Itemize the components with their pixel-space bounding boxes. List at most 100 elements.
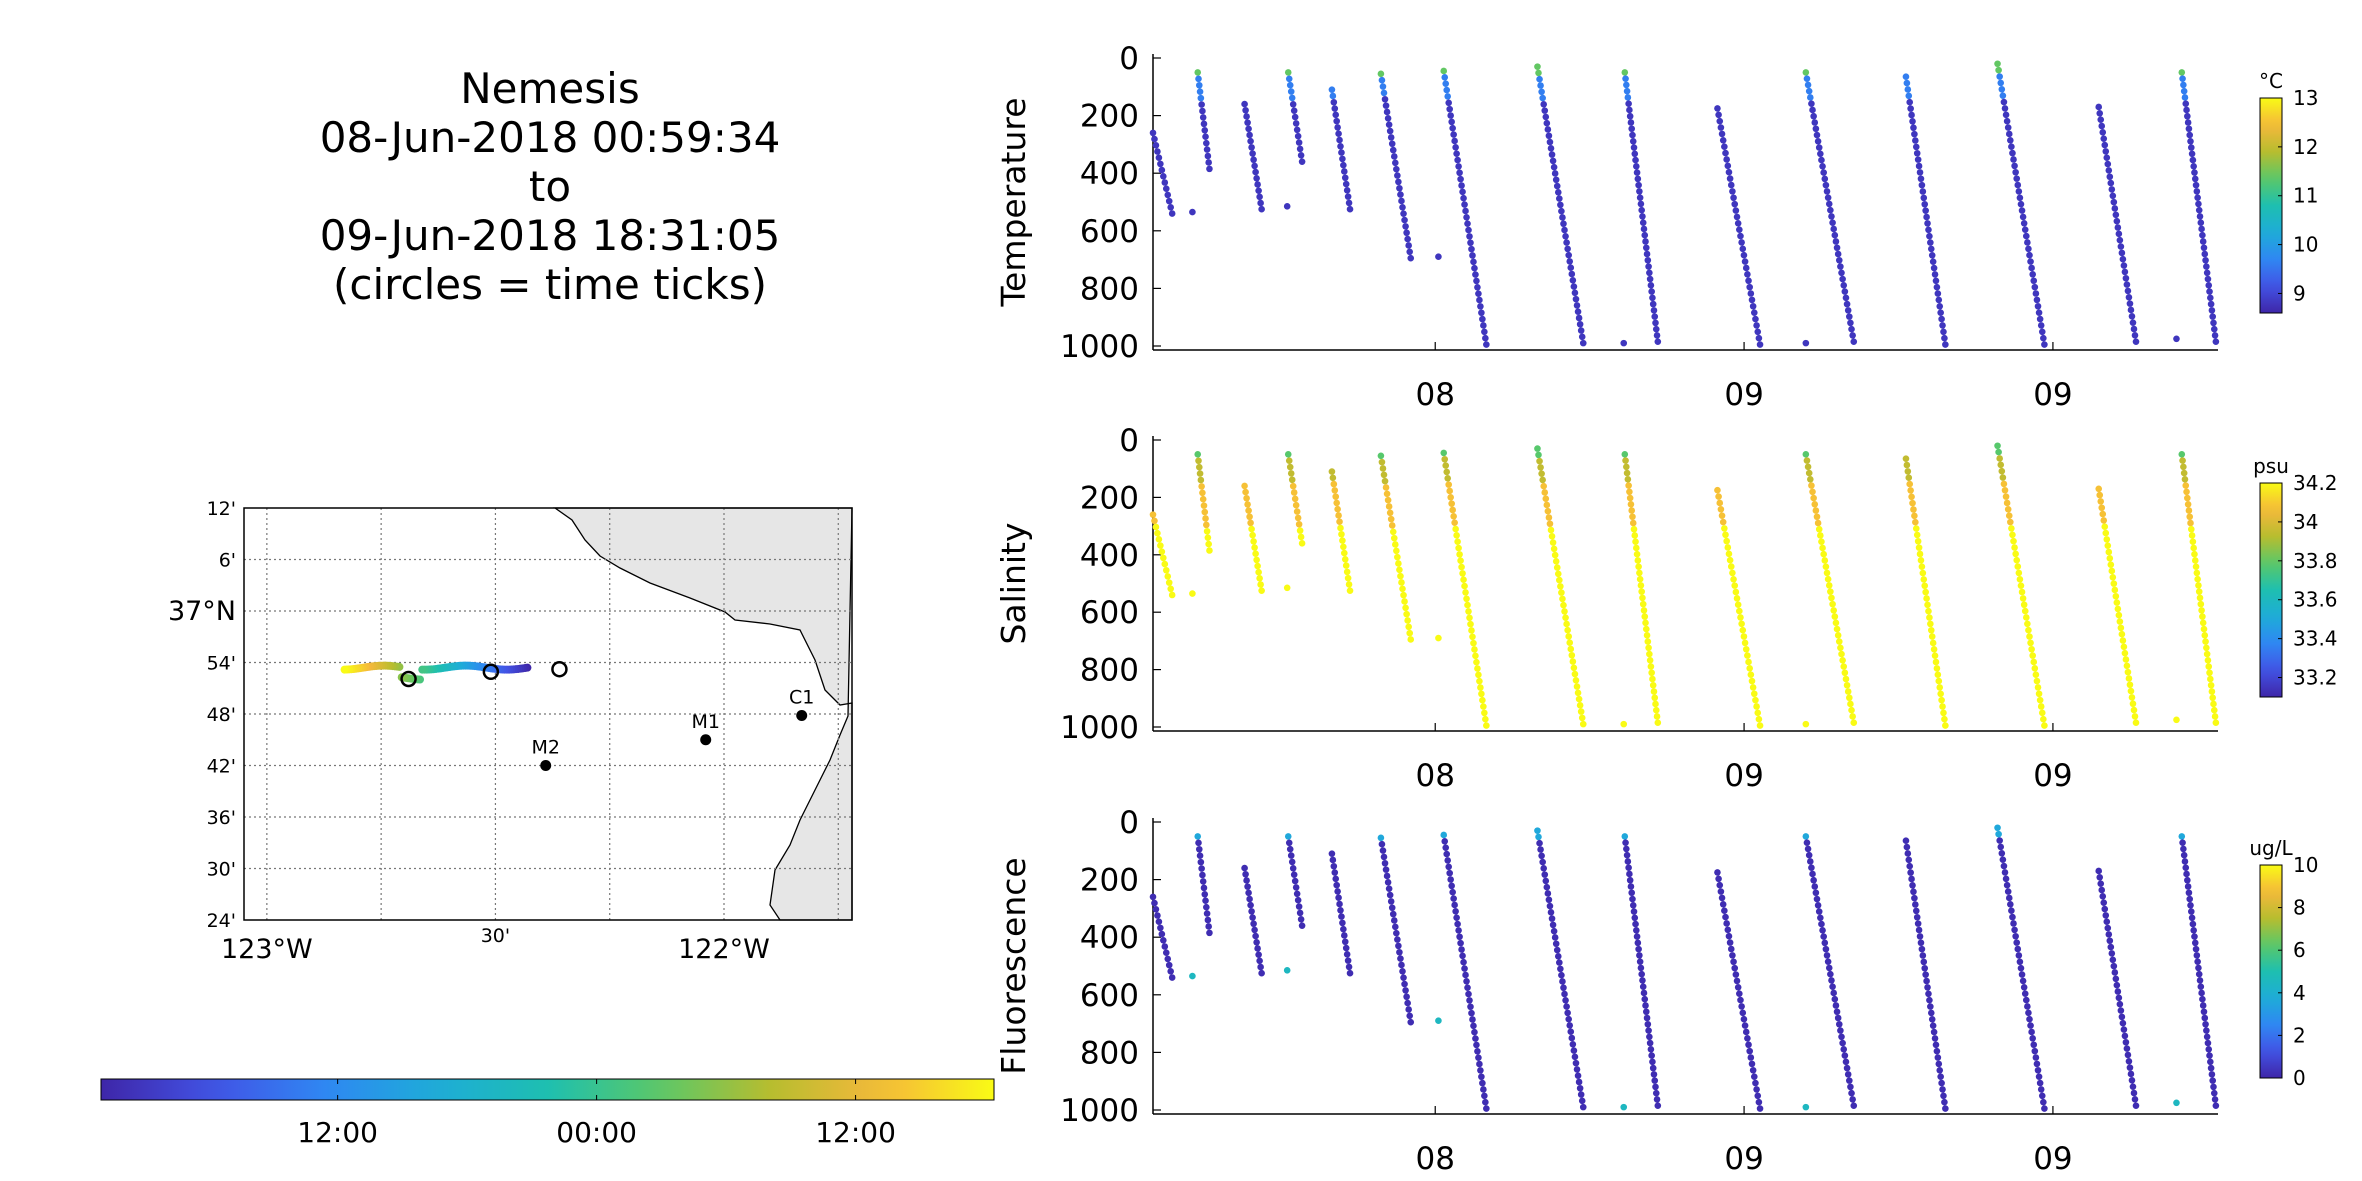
profile-point [1815, 908, 1823, 915]
profile-point [1554, 189, 1562, 196]
profile-point [2126, 1064, 2134, 1071]
profile-point [1245, 125, 1252, 133]
profile-point [1939, 1086, 1946, 1093]
profile-point [2192, 181, 2200, 189]
profile-point [1847, 700, 1854, 708]
profile-point [1849, 332, 1856, 339]
profile-point [1253, 556, 1260, 564]
profile-point [1470, 258, 1477, 266]
profile-point [1242, 870, 1249, 878]
profile-point [1621, 69, 1629, 76]
profile-point [1538, 88, 1545, 96]
profile-point [1395, 178, 1402, 186]
profile-point [1649, 300, 1657, 308]
profile-point [2132, 1102, 2140, 1109]
profile-point [2122, 1038, 2130, 1046]
profile-point [2103, 536, 2111, 543]
profile-point [1920, 576, 1928, 583]
profile-point [1167, 968, 1174, 975]
colorbar-tick-label: 6 [2293, 938, 2306, 962]
profile-point [1560, 984, 1567, 992]
profile-point [1542, 495, 1550, 503]
profile-point [1927, 245, 1935, 253]
profile-point [1466, 233, 1473, 240]
profile-point [1623, 845, 1630, 853]
profile-point [1917, 939, 1925, 947]
profile-point [1342, 944, 1350, 952]
profile-point [1830, 225, 1838, 233]
profile-point [2130, 1089, 2138, 1097]
profile-point [1474, 665, 1481, 672]
profile-point [2104, 160, 2112, 168]
profile-point [1243, 877, 1250, 884]
profile-point [1740, 1015, 1748, 1023]
profile-point [1401, 598, 1408, 605]
profile-point [1921, 200, 1929, 208]
profile-point [2107, 179, 2115, 187]
profile-point [1716, 881, 1724, 889]
profile-point [1474, 1047, 1481, 1055]
profile-point [2200, 1008, 2208, 1016]
profile-point [2110, 962, 2118, 970]
profile-point [1815, 525, 1823, 533]
profile-point [2117, 624, 2125, 632]
y-tick-label: 600 [1080, 978, 1139, 1014]
profile-point [2109, 956, 2117, 964]
profile-point [2017, 964, 2025, 972]
profile-point [1545, 132, 1553, 140]
profile-point [1541, 871, 1549, 878]
profile-point [1456, 933, 1463, 941]
profile-point [1245, 507, 1252, 514]
profile-point [2202, 256, 2209, 264]
profile-point [1401, 216, 1408, 224]
profile-point [2207, 1058, 2214, 1066]
profile-point [2114, 224, 2122, 231]
profile-point [1466, 997, 1473, 1004]
profile-point [1450, 513, 1457, 520]
profile-point [1251, 162, 1258, 170]
profile-point [2021, 990, 2029, 997]
y-tick-label: 0 [1119, 805, 1139, 841]
profile-point [2040, 1098, 2047, 1106]
profile-point [2034, 302, 2042, 310]
y-tick-label: 600 [1080, 214, 1139, 250]
y-tick-label: 800 [1080, 271, 1139, 307]
profile-point [2188, 908, 2195, 915]
profile-point [1445, 863, 1452, 871]
profile-point [1645, 644, 1652, 652]
profile-point [2191, 933, 2198, 940]
profile-point [2187, 519, 2194, 527]
profile-point [1551, 170, 1559, 177]
profile-point [1572, 676, 1580, 684]
profile-point [1911, 512, 1918, 520]
profile-point [1167, 585, 1174, 593]
profile-point [1558, 971, 1565, 979]
profile-point [1467, 239, 1474, 247]
profile-point [1737, 232, 1744, 240]
profile-point [1745, 277, 1752, 285]
profile-point [1633, 544, 1640, 552]
profile-point [1199, 489, 1206, 497]
profile-point [2210, 325, 2218, 333]
profile-point [1818, 156, 1825, 164]
profile-point [2041, 1105, 2048, 1112]
profile-point [2191, 169, 2198, 176]
profile-point [2007, 137, 2014, 144]
profile-point [1621, 451, 1629, 458]
profile-point [1649, 1064, 1657, 1072]
profile-point [2032, 1054, 2040, 1061]
profile-point [1396, 184, 1403, 192]
profile-point [1637, 964, 1645, 972]
time-colorbar: 12:00 00:00 12:00 [100, 1078, 995, 1149]
profile-point [1548, 532, 1556, 540]
profile-point [1935, 296, 1943, 304]
profile-point [1995, 66, 2002, 74]
profile-point [2204, 275, 2212, 283]
profile-point [1718, 512, 1726, 519]
profile-point [1149, 511, 1157, 518]
profile-point [2212, 338, 2220, 345]
profile-point [2184, 494, 2191, 502]
profile-point [1469, 252, 1476, 259]
profile-point [1558, 207, 1565, 215]
